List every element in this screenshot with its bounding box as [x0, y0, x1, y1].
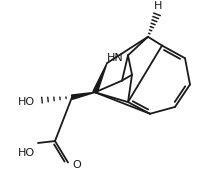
- Text: O: O: [72, 160, 80, 170]
- Text: HN: HN: [106, 53, 123, 63]
- Polygon shape: [71, 92, 94, 99]
- Text: H: H: [153, 1, 161, 11]
- Text: HO: HO: [18, 97, 35, 107]
- Polygon shape: [92, 63, 106, 93]
- Text: HO: HO: [18, 148, 35, 158]
